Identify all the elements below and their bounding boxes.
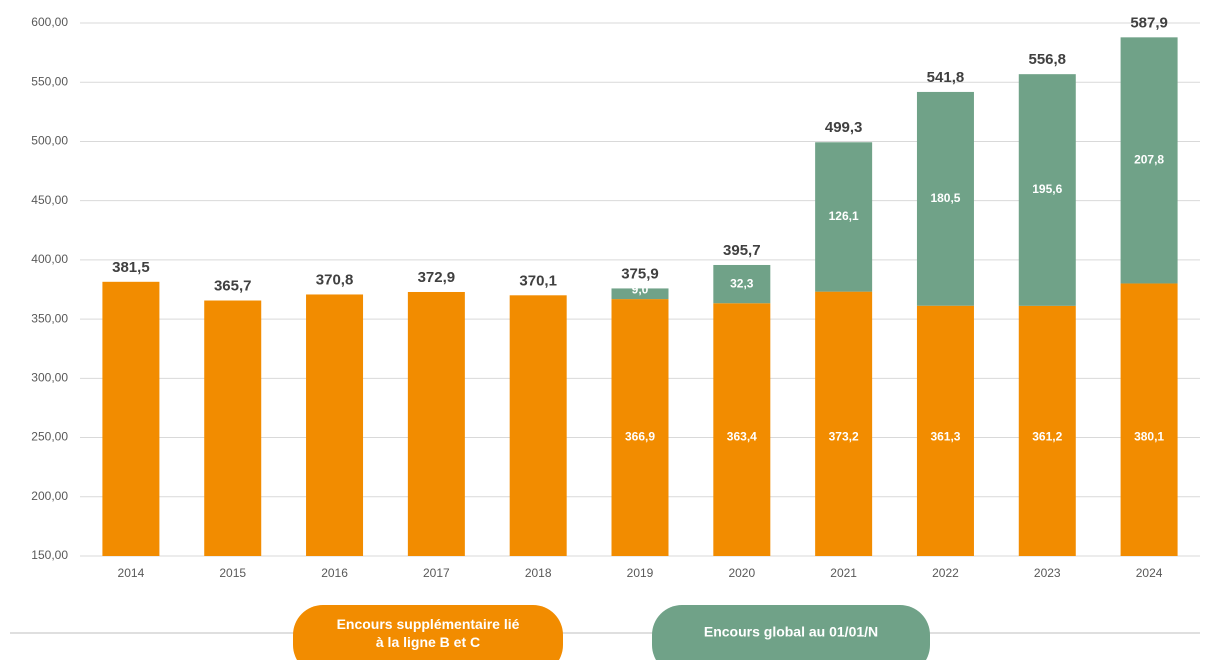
legend-label: Encours global au 01/01/N — [704, 624, 878, 640]
x-tick-label: 2022 — [932, 566, 959, 580]
total-label: 499,3 — [825, 119, 863, 136]
bar-segment — [1018, 305, 1076, 556]
x-tick-label: 2019 — [627, 566, 654, 580]
segment-label: 180,5 — [930, 191, 960, 205]
x-tick-label: 2021 — [830, 566, 857, 580]
x-tick-label: 2014 — [118, 566, 145, 580]
y-tick-label: 150,00 — [31, 548, 68, 562]
bar-segment — [407, 291, 465, 556]
y-tick-label: 250,00 — [31, 430, 68, 444]
total-label: 370,1 — [519, 272, 557, 289]
bar-segment — [306, 294, 364, 556]
total-label: 372,9 — [418, 269, 456, 286]
legend-pill — [293, 605, 563, 660]
bar-segment — [509, 295, 567, 556]
x-tick-label: 2020 — [728, 566, 755, 580]
bar-segment — [713, 303, 771, 556]
bar-segment — [815, 291, 873, 556]
bar-segment — [1120, 283, 1178, 556]
total-label: 370,8 — [316, 271, 354, 288]
x-tick-label: 2023 — [1034, 566, 1061, 580]
y-tick-label: 200,00 — [31, 489, 68, 503]
x-tick-label: 2015 — [219, 566, 246, 580]
y-tick-label: 550,00 — [31, 74, 68, 88]
total-label: 541,8 — [927, 69, 965, 86]
segment-label: 361,3 — [930, 430, 960, 444]
y-tick-label: 500,00 — [31, 134, 68, 148]
segment-label: 126,1 — [829, 209, 859, 223]
total-label: 556,8 — [1028, 51, 1066, 68]
total-label: 365,7 — [214, 277, 252, 294]
y-tick-label: 400,00 — [31, 252, 68, 266]
bar-segment — [713, 264, 771, 304]
x-tick-label: 2016 — [321, 566, 348, 580]
segment-label: 366,9 — [625, 430, 655, 444]
x-tick-label: 2018 — [525, 566, 552, 580]
total-label: 375,9 — [621, 265, 659, 282]
bar-segment — [916, 305, 974, 556]
bar-segment — [611, 288, 669, 300]
bar-segment — [611, 299, 669, 556]
bar-segment — [916, 91, 974, 306]
total-label: 587,9 — [1130, 14, 1168, 31]
segment-label: 361,2 — [1032, 430, 1062, 444]
bar-segment — [204, 300, 262, 556]
y-tick-label: 600,00 — [31, 15, 68, 29]
segment-label: 363,4 — [727, 430, 757, 444]
y-tick-label: 350,00 — [31, 311, 68, 325]
bar-segment — [1120, 37, 1178, 284]
x-tick-label: 2024 — [1136, 566, 1163, 580]
y-tick-label: 300,00 — [31, 371, 68, 385]
legend-pill — [652, 605, 930, 660]
segment-label: 373,2 — [829, 430, 859, 444]
segment-label: 195,6 — [1032, 182, 1062, 196]
bar-segment — [1018, 74, 1076, 306]
total-label: 381,5 — [112, 259, 150, 276]
bar-segment — [102, 281, 160, 556]
y-tick-label: 450,00 — [31, 193, 68, 207]
legend-label: Encours supplémentaire lié à la ligne B e… — [337, 616, 520, 650]
segment-label: 9,0 — [632, 282, 649, 296]
total-label: 395,7 — [723, 242, 761, 259]
segment-label: 380,1 — [1134, 430, 1164, 444]
x-tick-label: 2017 — [423, 566, 450, 580]
segment-label: 32,3 — [730, 276, 754, 290]
bar-segment — [815, 142, 873, 292]
segment-label: 207,8 — [1134, 153, 1164, 167]
